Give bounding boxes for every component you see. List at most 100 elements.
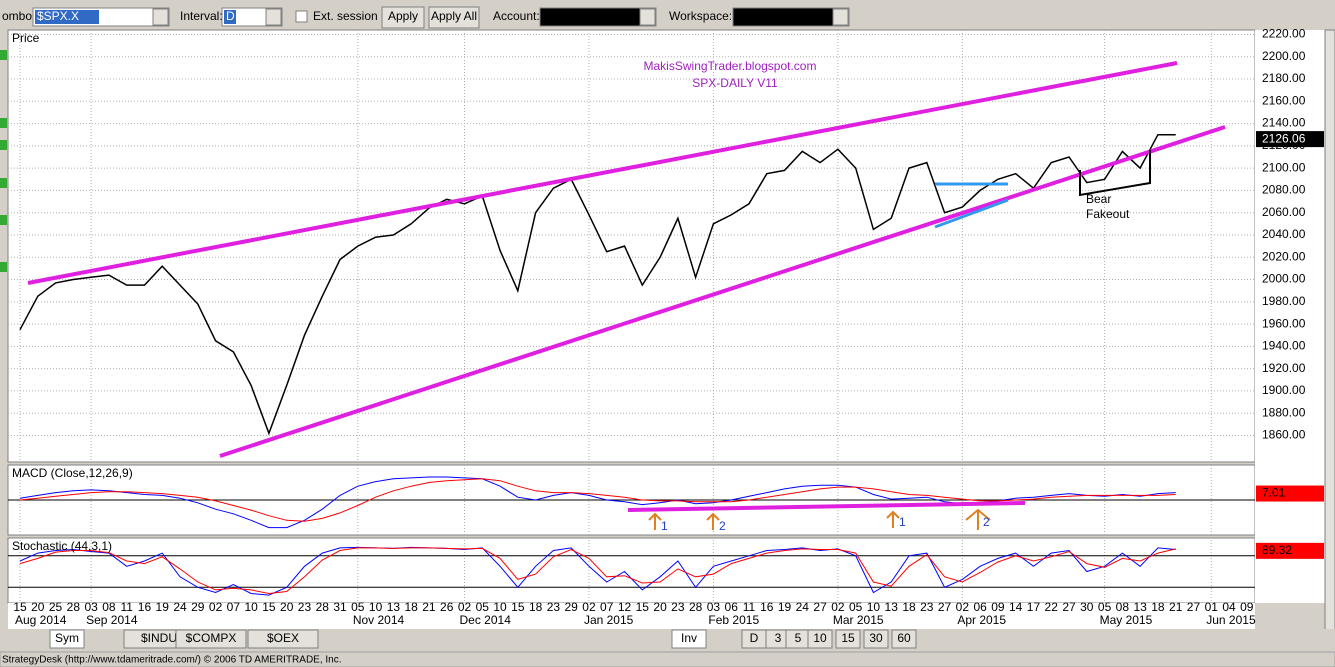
tab-label: 5 (795, 631, 802, 645)
apply-button[interactable] (381, 6, 425, 29)
x-tick-label: 19 (778, 600, 792, 614)
series-line (19, 546, 1176, 596)
tab[interactable] (49, 629, 85, 649)
x-tick-label: 15 (262, 600, 276, 614)
x-tick-label: 23 (298, 600, 312, 614)
tab[interactable] (671, 629, 707, 649)
month-label: Mar 2015 (833, 613, 884, 627)
x-tick-label: 10 (244, 600, 258, 614)
tab-label: $INDU (141, 631, 177, 645)
x-tick-label: 02 (831, 600, 845, 614)
tab[interactable] (891, 629, 917, 649)
x-tick-label: 24 (796, 600, 810, 614)
apply-all-button[interactable] (428, 6, 480, 29)
x-tick-label: 31 (333, 600, 347, 614)
tab-label: $COMPX (186, 631, 237, 645)
account-label: Account: (493, 9, 540, 23)
x-tick-label: 04 (1222, 600, 1236, 614)
icon[interactable] (0, 50, 7, 60)
icon[interactable] (0, 262, 7, 272)
tab[interactable] (835, 629, 861, 649)
x-tick-label: 10 (493, 600, 507, 614)
y-tick-label: 1900.00 (1262, 383, 1306, 397)
x-tick-label: 23 (920, 600, 934, 614)
x-tick-label: 21 (422, 600, 436, 614)
symbol-label: ombol: (2, 9, 38, 23)
tab[interactable] (863, 629, 889, 649)
tab-label: 3 (775, 631, 782, 645)
month-label: Sep 2014 (86, 613, 138, 627)
x-tick-label: 23 (547, 600, 561, 614)
x-tick-label: 17 (1027, 600, 1041, 614)
month-label: Dec 2014 (460, 613, 512, 627)
arrow (965, 508, 991, 530)
x-tick-label: 01 (1205, 600, 1219, 614)
x-tick-label: 22 (1045, 600, 1059, 614)
y-tick-label: 2040.00 (1262, 227, 1306, 241)
dropdown[interactable] (639, 8, 656, 26)
arrows (648, 508, 991, 530)
apply-text: Apply (388, 9, 418, 23)
series-line (19, 478, 1176, 522)
x-tick-label: 05 (476, 600, 490, 614)
annotation: Bear (1086, 192, 1111, 206)
x-tick-label: 15 (511, 600, 525, 614)
x-tick-label: 14 (1009, 600, 1023, 614)
icon[interactable] (0, 140, 7, 150)
panel-title: Stochastic (44,3,1) (12, 539, 112, 553)
tab[interactable] (807, 629, 833, 649)
x-tick-label: 26 (440, 600, 454, 614)
x-tick-label: 18 (1151, 600, 1165, 614)
scrollbar[interactable] (1324, 29, 1335, 631)
x-tick-label: 11 (120, 600, 133, 614)
y-tick-label: 1940.00 (1262, 339, 1306, 353)
dropdown[interactable] (265, 8, 282, 26)
account-field[interactable] (539, 7, 657, 27)
tab-label: 10 (813, 631, 827, 645)
current-value: 2126.06 (1262, 131, 1306, 145)
x-tick-label: 29 (191, 600, 205, 614)
tab[interactable] (175, 629, 247, 649)
x-tick-label: 20 (653, 600, 667, 614)
x-tick-label: 18 (404, 600, 418, 614)
month-label: Jan 2015 (584, 613, 634, 627)
icon[interactable] (0, 178, 7, 188)
x-tick-label: 13 (387, 600, 401, 614)
symbol-highlight (35, 10, 99, 24)
x-tick-label: 05 (1098, 600, 1112, 614)
month-label: May 2015 (1100, 613, 1153, 627)
dropdown[interactable] (152, 8, 169, 26)
workspace-field[interactable] (732, 7, 850, 27)
x-tick-label: 06 (725, 600, 739, 614)
tab[interactable] (247, 629, 319, 649)
y-tick-label: 2080.00 (1262, 183, 1306, 197)
month-label: Nov 2014 (353, 613, 405, 627)
x-tick-label: 24 (173, 600, 187, 614)
x-tick-label: 07 (227, 600, 241, 614)
y-tick-label: 1920.00 (1262, 361, 1306, 375)
y-tick-label: 2100.00 (1262, 160, 1306, 174)
current-value-box (1256, 485, 1324, 502)
x-tick-label: 02 (582, 600, 596, 614)
x-tick-label: 03 (84, 600, 98, 614)
panel-title: MACD (Close,12,26,9) (12, 466, 133, 480)
icon[interactable] (0, 118, 7, 128)
checkbox[interactable] (295, 10, 308, 23)
x-tick-label: 05 (351, 600, 365, 614)
x-tick-label: 16 (138, 600, 152, 614)
series-line (19, 547, 1176, 595)
tab-label: $OEX (267, 631, 299, 645)
x-tick-label: 30 (1080, 600, 1094, 614)
tab-label: Sym (55, 631, 79, 645)
x-tick-label: 20 (31, 600, 45, 614)
x-tick-label: 02 (209, 600, 223, 614)
y-tick-label: 1880.00 (1262, 405, 1306, 419)
series-line (19, 133, 1176, 436)
arrow (706, 512, 720, 530)
dropdown[interactable] (832, 8, 849, 26)
icon[interactable] (0, 215, 7, 225)
current-value-box (1256, 542, 1324, 559)
x-tick-label: 28 (316, 600, 330, 614)
x-tick-label: 27 (938, 600, 952, 614)
